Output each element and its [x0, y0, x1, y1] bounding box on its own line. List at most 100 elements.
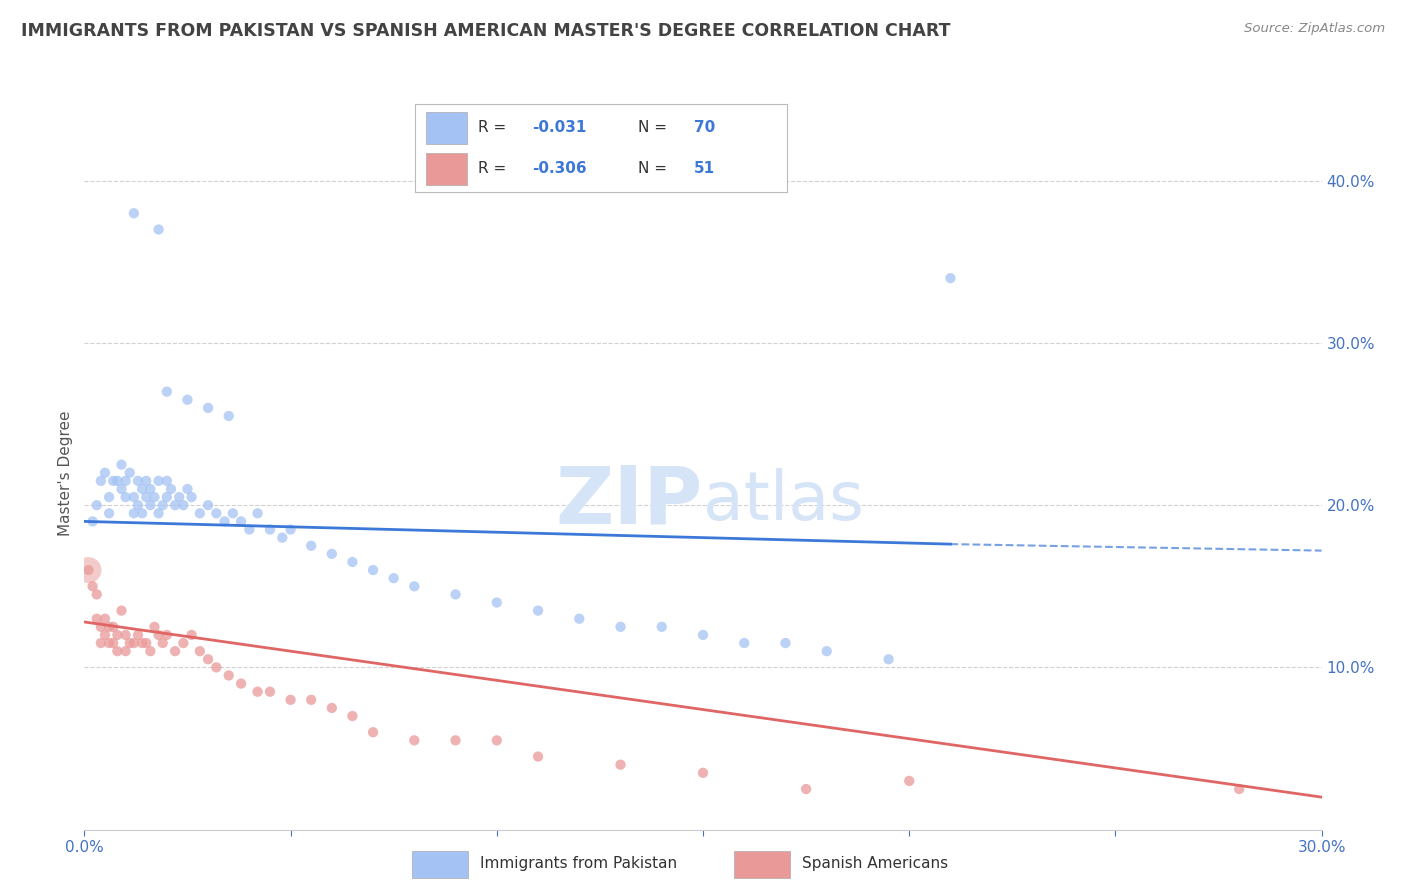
- Point: [214, 515, 236, 529]
- Point: [114, 628, 136, 642]
- FancyBboxPatch shape: [426, 112, 467, 144]
- Point: [135, 636, 157, 650]
- Point: [90, 620, 112, 634]
- Point: [98, 506, 121, 520]
- Point: [733, 636, 755, 650]
- Point: [280, 693, 302, 707]
- Point: [143, 620, 166, 634]
- Point: [197, 652, 219, 666]
- Point: [131, 506, 153, 520]
- Point: [114, 490, 136, 504]
- Point: [692, 628, 714, 642]
- Point: [148, 222, 170, 236]
- Point: [148, 506, 170, 520]
- Point: [139, 498, 162, 512]
- Text: N =: N =: [638, 120, 672, 136]
- Point: [271, 531, 294, 545]
- Point: [246, 684, 269, 698]
- Point: [342, 555, 364, 569]
- Point: [815, 644, 838, 658]
- Text: R =: R =: [478, 120, 512, 136]
- Point: [122, 506, 145, 520]
- Point: [485, 595, 508, 609]
- Point: [218, 409, 240, 423]
- Point: [299, 539, 322, 553]
- Point: [527, 749, 550, 764]
- Point: [103, 636, 125, 650]
- Point: [77, 563, 100, 577]
- Point: [90, 474, 112, 488]
- Point: [94, 612, 117, 626]
- Point: [103, 620, 125, 634]
- Point: [82, 515, 104, 529]
- Point: [122, 206, 145, 220]
- Point: [86, 498, 108, 512]
- Point: [321, 701, 343, 715]
- Point: [152, 636, 174, 650]
- Point: [321, 547, 343, 561]
- Text: N =: N =: [638, 161, 672, 176]
- Point: [98, 490, 121, 504]
- Point: [361, 563, 384, 577]
- Point: [485, 733, 508, 747]
- Point: [898, 773, 921, 788]
- Point: [156, 474, 179, 488]
- Point: [86, 612, 108, 626]
- Point: [143, 490, 166, 504]
- Text: Spanish Americans: Spanish Americans: [801, 855, 948, 871]
- Point: [103, 474, 125, 488]
- Point: [180, 628, 202, 642]
- Point: [361, 725, 384, 739]
- Point: [651, 620, 673, 634]
- Point: [156, 384, 179, 399]
- Point: [172, 498, 194, 512]
- Point: [165, 644, 187, 658]
- Point: [131, 482, 153, 496]
- Point: [127, 498, 149, 512]
- Point: [444, 733, 467, 747]
- FancyBboxPatch shape: [426, 153, 467, 185]
- Point: [692, 765, 714, 780]
- Text: Immigrants from Pakistan: Immigrants from Pakistan: [481, 855, 678, 871]
- Point: [156, 628, 179, 642]
- Text: -0.031: -0.031: [531, 120, 586, 136]
- Point: [609, 620, 631, 634]
- Point: [1227, 782, 1250, 797]
- Text: atlas: atlas: [703, 468, 863, 534]
- Point: [118, 466, 141, 480]
- Point: [342, 709, 364, 723]
- Point: [176, 482, 198, 496]
- Point: [404, 733, 426, 747]
- Point: [299, 693, 322, 707]
- Point: [98, 620, 121, 634]
- Point: [167, 490, 190, 504]
- Point: [114, 644, 136, 658]
- Point: [222, 506, 245, 520]
- Point: [229, 515, 252, 529]
- Text: R =: R =: [478, 161, 512, 176]
- Point: [197, 401, 219, 415]
- Point: [135, 474, 157, 488]
- Point: [188, 506, 211, 520]
- Point: [110, 482, 132, 496]
- Point: [135, 490, 157, 504]
- Point: [122, 636, 145, 650]
- Point: [568, 612, 591, 626]
- Point: [197, 498, 219, 512]
- Point: [94, 466, 117, 480]
- Point: [444, 587, 467, 601]
- Point: [110, 458, 132, 472]
- Point: [180, 490, 202, 504]
- Point: [188, 644, 211, 658]
- Point: [82, 579, 104, 593]
- Text: -0.306: -0.306: [531, 161, 586, 176]
- Point: [148, 628, 170, 642]
- Point: [139, 482, 162, 496]
- Point: [127, 628, 149, 642]
- Point: [205, 660, 228, 674]
- Point: [229, 676, 252, 690]
- Point: [259, 523, 281, 537]
- Point: [939, 271, 962, 285]
- Point: [139, 644, 162, 658]
- Point: [218, 668, 240, 682]
